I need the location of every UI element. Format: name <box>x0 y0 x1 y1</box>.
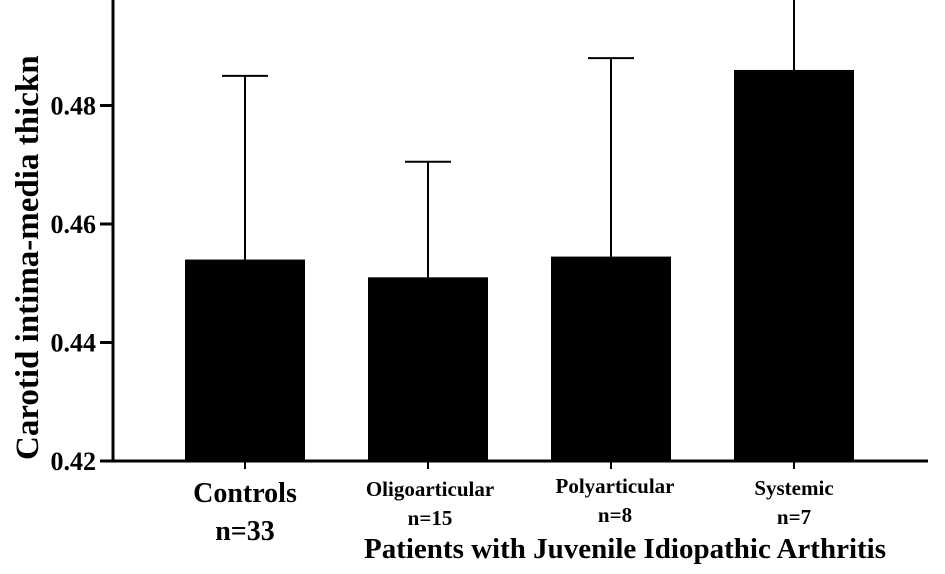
x-category-label: Controls <box>193 478 297 509</box>
y-tick-label: 0.46 <box>51 210 97 239</box>
x-axis-labels: Controls n=33 Oligoarticular n=15 Polyarticu… <box>193 474 834 547</box>
bar <box>551 256 671 461</box>
bar <box>368 277 488 461</box>
bar <box>734 69 854 461</box>
x-category-label: Polyarticular <box>556 474 675 498</box>
y-tick-label: 0.44 <box>51 329 97 358</box>
x-category-count: n=33 <box>215 516 275 547</box>
error-bars <box>222 0 795 278</box>
y-tick-label: 0.42 <box>51 447 97 476</box>
x-category-count: n=8 <box>598 503 632 527</box>
x-category-count: n=15 <box>408 506 453 530</box>
bar <box>185 259 305 461</box>
y-tick-label: 0.48 <box>51 92 97 121</box>
x-category-label: Oligoarticular <box>366 477 494 501</box>
x-category-label: Systemic <box>754 476 833 500</box>
x-axis-label: Patients with Juvenile Idiopathic Arthri… <box>364 533 886 565</box>
y-axis-ticks: 0.42 0.44 0.46 0.48 <box>51 92 113 476</box>
bars <box>185 69 854 469</box>
x-category-count: n=7 <box>777 505 811 529</box>
y-axis-label: Carotid intima-media thickn <box>10 55 46 460</box>
